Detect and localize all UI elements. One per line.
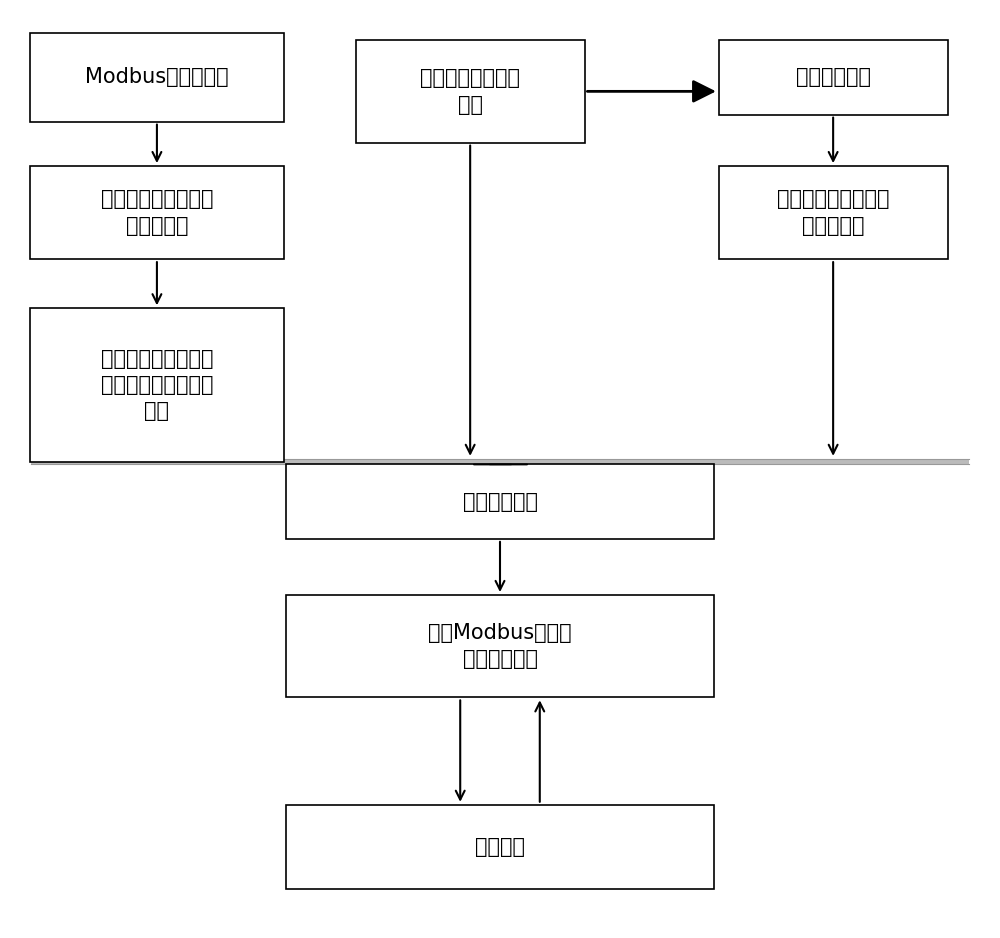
Text: 冗余整合处理: 冗余整合处理 bbox=[462, 492, 538, 511]
Bar bbox=[719, 40, 948, 114]
Text: 在初始特征上变异构
造测试用例: 在初始特征上变异构 造测试用例 bbox=[777, 189, 889, 235]
Text: 面向Modbus协议的
模糊测试用例: 面向Modbus协议的 模糊测试用例 bbox=[428, 623, 572, 670]
Bar bbox=[30, 33, 284, 122]
Bar bbox=[356, 40, 585, 143]
Bar bbox=[719, 166, 948, 259]
Text: 公开漏洞构造测试
用例: 公开漏洞构造测试 用例 bbox=[420, 68, 520, 114]
Text: 相似特征提取: 相似特征提取 bbox=[796, 68, 871, 87]
Text: 响应识别: 响应识别 bbox=[475, 837, 525, 856]
Bar bbox=[286, 464, 714, 539]
Bar bbox=[30, 309, 284, 462]
Bar bbox=[31, 459, 969, 464]
Text: 专家知识划分静态与
动态协议域: 专家知识划分静态与 动态协议域 bbox=[101, 189, 213, 235]
Text: 动态协议域通过异常
变异树生成模糊测试
用例: 动态协议域通过异常 变异树生成模糊测试 用例 bbox=[101, 349, 213, 421]
Text: Modbus协议域分析: Modbus协议域分析 bbox=[85, 68, 229, 87]
Bar bbox=[286, 595, 714, 698]
Bar bbox=[286, 805, 714, 888]
Bar bbox=[30, 166, 284, 259]
